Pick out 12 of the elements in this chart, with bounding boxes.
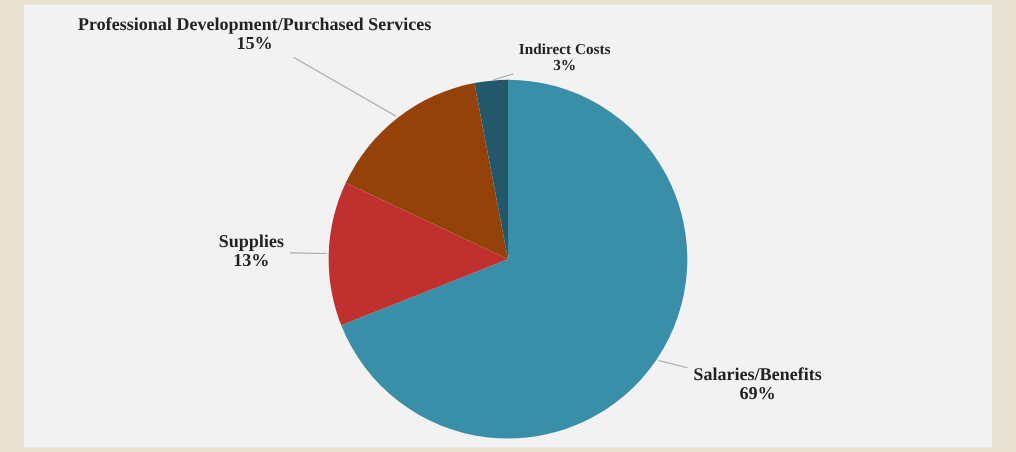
slice-label: Salaries/Benefits — [694, 367, 822, 381]
slice-label: Professional Development/Purchased Services — [78, 17, 431, 34]
pie-slice — [345, 83, 508, 260]
pie-slice — [341, 79, 688, 439]
data-label: 13% — [234, 253, 268, 267]
data-label: 3% — [553, 59, 575, 71]
slice-label: Supplies — [219, 234, 284, 251]
pie-slice — [474, 79, 508, 260]
data-label: 69% — [740, 386, 774, 400]
data-label: 15% — [238, 36, 271, 50]
pie-slice — [328, 182, 508, 326]
slice-label: Indirect Costs — [519, 43, 611, 55]
